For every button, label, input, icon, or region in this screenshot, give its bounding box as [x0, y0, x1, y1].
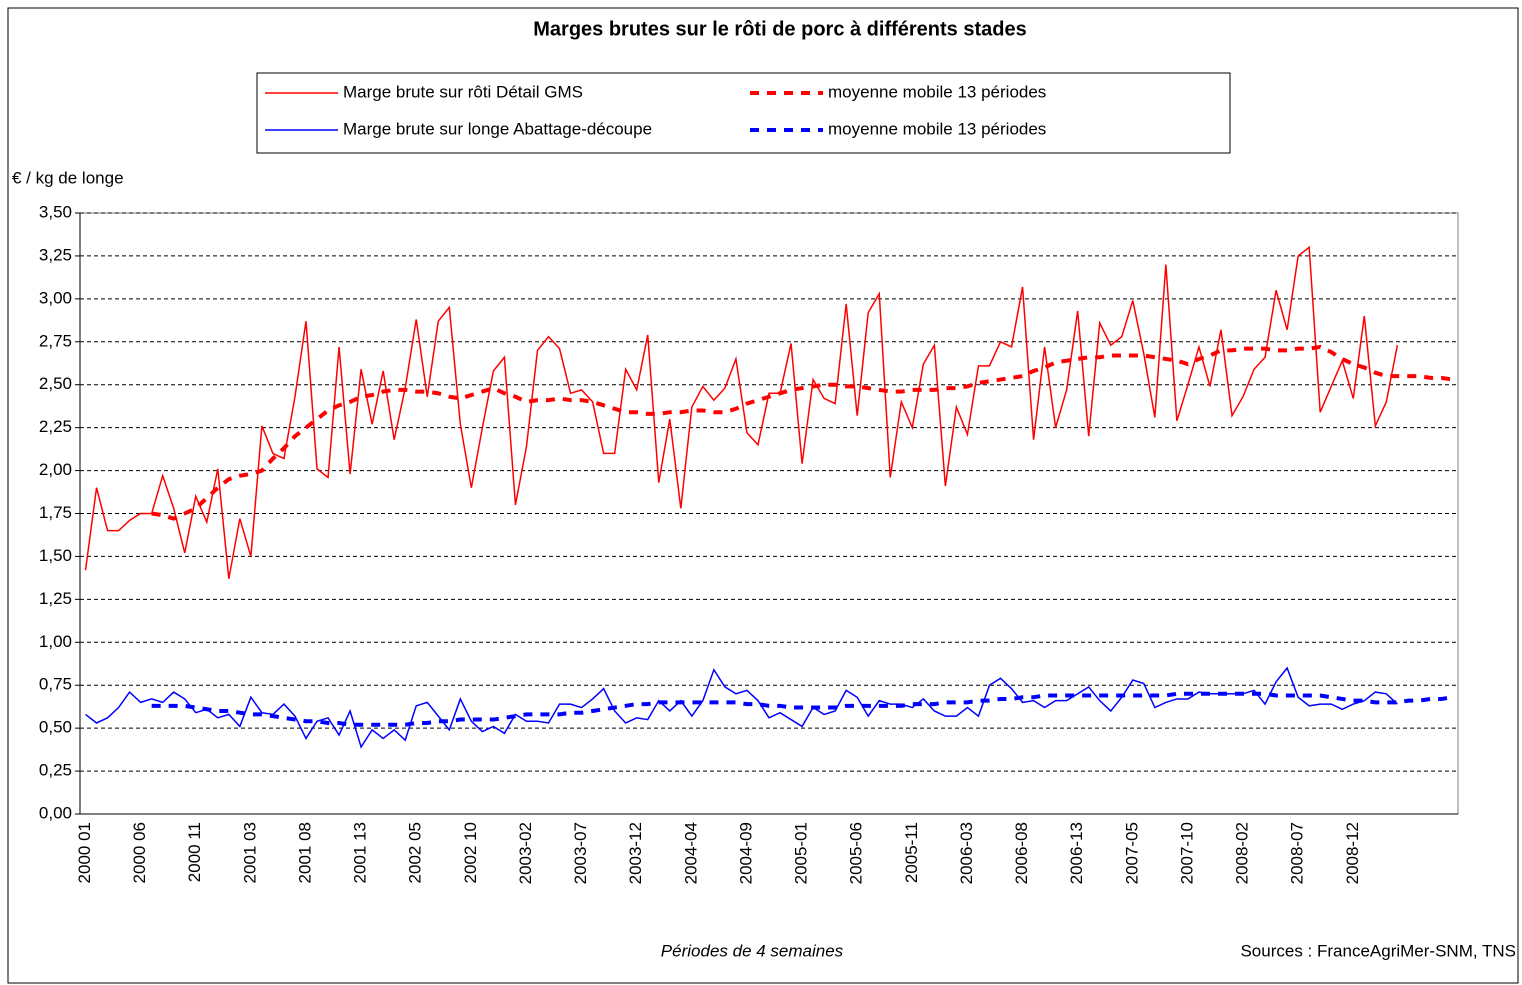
x-tick-label: 2004-09 — [736, 822, 755, 884]
legend-box — [256, 72, 1231, 154]
series-line — [84, 245, 1399, 579]
y-tick-label: 2,00 — [39, 460, 72, 479]
y-tick-label: 1,75 — [39, 503, 72, 522]
x-tick-label: 2003-07 — [571, 822, 590, 884]
y-tick-label: 3,00 — [39, 288, 72, 307]
legend-label: moyenne mobile 13 périodes — [828, 119, 1046, 138]
x-tick-label: 2001 13 — [351, 822, 370, 883]
y-tick-label: 2,50 — [39, 374, 72, 393]
x-tick-label: 2003-02 — [516, 822, 535, 884]
y-tick-label: 1,50 — [39, 546, 72, 565]
y-tick-label: 1,25 — [39, 589, 72, 608]
moving-average-line — [151, 344, 1453, 521]
x-tick-label: 2001 03 — [240, 822, 259, 883]
y-tick-label: 0,75 — [39, 675, 72, 694]
x-tick-label: 2006-08 — [1012, 822, 1031, 884]
x-tick-label: 2007-05 — [1122, 822, 1141, 884]
x-tick-label: 2006-03 — [957, 822, 976, 884]
source-note: Sources : FranceAgriMer-SNM, TNS — [1240, 941, 1516, 960]
x-tick-label: 2005-01 — [792, 822, 811, 884]
x-tick-label: 2008-07 — [1288, 822, 1307, 884]
y-tick-label: 3,50 — [39, 202, 72, 221]
y-tick-label: 0,00 — [39, 803, 72, 822]
x-tick-label: 2000 01 — [75, 822, 94, 883]
x-tick-label: 2000 11 — [185, 822, 204, 882]
x-tick-label: 2004-04 — [681, 822, 700, 884]
legend-label: moyenne mobile 13 périodes — [828, 82, 1046, 101]
chart-title: Marges brutes sur le rôti de porc à diff… — [533, 18, 1026, 40]
series-line — [85, 666, 1398, 749]
y-axis-label: € / kg de longe — [12, 168, 124, 187]
x-axis-label: Périodes de 4 semaines — [661, 941, 844, 960]
x-tick-label: 2005-11 — [902, 822, 921, 883]
x-tick-label: 2006-13 — [1067, 822, 1086, 884]
y-tick-label: 2,75 — [39, 331, 72, 350]
y-tick-label: 0,25 — [39, 761, 72, 780]
x-tick-label: 2008-12 — [1343, 822, 1362, 884]
x-tick-label: 2003-12 — [626, 822, 645, 884]
y-tick-label: 3,25 — [39, 245, 72, 264]
x-tick-label: 2002 10 — [461, 822, 480, 883]
x-tick-label: 2008-02 — [1233, 822, 1252, 884]
x-tick-label: 2000 06 — [130, 822, 149, 883]
x-tick-label: 2007-10 — [1177, 822, 1196, 884]
moving-average-line — [151, 691, 1453, 727]
legend-label: Marge brute sur rôti Détail GMS — [343, 82, 583, 101]
x-tick-label: 2001 08 — [295, 822, 314, 883]
y-tick-label: 1,00 — [39, 632, 72, 651]
legend-label: Marge brute sur longe Abattage-découpe — [343, 119, 652, 138]
y-tick-label: 2,25 — [39, 417, 72, 436]
x-tick-label: 2005-06 — [847, 822, 866, 884]
y-tick-label: 0,50 — [39, 718, 72, 737]
x-tick-label: 2002 05 — [406, 822, 425, 883]
